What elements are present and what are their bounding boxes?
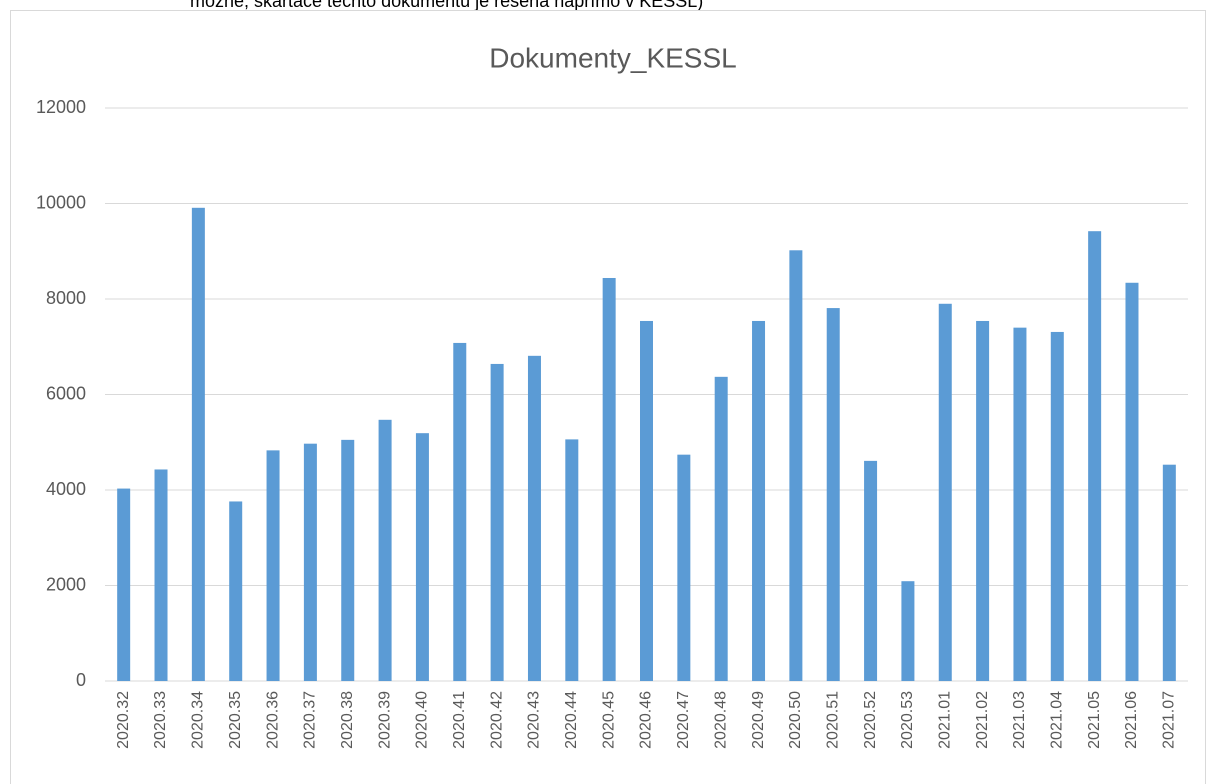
bar bbox=[303, 443, 317, 681]
bar bbox=[117, 488, 131, 681]
bar bbox=[490, 363, 504, 681]
x-tick-label: 2020.46 bbox=[638, 691, 655, 749]
y-tick-label: 6000 bbox=[46, 383, 86, 403]
x-tick-label: 2021.06 bbox=[1123, 691, 1140, 749]
bar bbox=[976, 320, 990, 681]
x-tick-label: 2020.35 bbox=[227, 691, 244, 749]
x-tick-label: 2021.07 bbox=[1161, 691, 1178, 749]
x-tick-label: 2020.51 bbox=[824, 691, 841, 749]
x-tick-label: 2020.48 bbox=[712, 691, 729, 749]
bar bbox=[1125, 282, 1139, 681]
bar bbox=[378, 419, 392, 681]
x-tick-label: 2020.49 bbox=[750, 691, 767, 749]
bar bbox=[677, 454, 691, 681]
x-tick-label: 2021.04 bbox=[1049, 691, 1066, 749]
bar bbox=[527, 355, 541, 681]
x-tick-label: 2020.50 bbox=[787, 691, 804, 749]
bar bbox=[789, 250, 803, 682]
bar bbox=[1088, 231, 1102, 681]
x-tick-label: 2020.33 bbox=[152, 691, 169, 749]
x-tick-label: 2021.05 bbox=[1086, 691, 1103, 749]
x-tick-label: 2020.32 bbox=[115, 691, 132, 749]
x-tick-label: 2020.39 bbox=[376, 691, 393, 749]
bar bbox=[864, 460, 878, 681]
x-tick-label: 2020.41 bbox=[451, 691, 468, 749]
y-tick-label: 8000 bbox=[46, 288, 86, 308]
x-tick-label: 2020.40 bbox=[414, 691, 431, 749]
bar bbox=[341, 439, 355, 681]
x-tick-label: 2020.53 bbox=[899, 691, 916, 749]
x-tick-label: 2020.44 bbox=[563, 691, 580, 749]
x-tick-label: 2021.02 bbox=[974, 691, 991, 749]
caption: možné, skartace těchto dokumentu je řeše… bbox=[190, 0, 703, 11]
x-tick-label: 2020.42 bbox=[488, 691, 505, 749]
y-tick-label: 2000 bbox=[46, 574, 86, 594]
x-tick-label: 2020.36 bbox=[264, 691, 281, 749]
x-tick-label: 2021.01 bbox=[936, 691, 953, 749]
y-tick-label: 12000 bbox=[36, 97, 86, 117]
y-tick-label: 4000 bbox=[46, 479, 86, 499]
x-tick-label: 2021.03 bbox=[1011, 691, 1028, 749]
bar bbox=[640, 320, 653, 681]
bar bbox=[938, 303, 952, 681]
y-tick-label: 10000 bbox=[36, 192, 86, 212]
bar bbox=[191, 207, 205, 682]
bar bbox=[1050, 331, 1064, 681]
bar bbox=[714, 376, 728, 681]
chart-title: Dokumenty_KESSL bbox=[489, 42, 736, 73]
y-tick-label: 0 bbox=[76, 670, 86, 690]
bar bbox=[565, 439, 579, 681]
x-tick-label: 2020.47 bbox=[675, 691, 692, 749]
x-tick-label: 2020.45 bbox=[600, 691, 617, 749]
bar bbox=[752, 320, 766, 681]
bar bbox=[266, 450, 280, 681]
x-tick-label: 2020.38 bbox=[339, 691, 356, 749]
bar bbox=[154, 469, 168, 681]
x-tick-label: 2020.43 bbox=[526, 691, 543, 749]
x-tick-label: 2020.34 bbox=[190, 691, 207, 749]
bar bbox=[1162, 464, 1176, 681]
bar bbox=[602, 277, 616, 681]
x-tick-label: 2020.37 bbox=[302, 691, 319, 749]
x-tick-label: 2020.52 bbox=[862, 691, 879, 749]
bar bbox=[415, 433, 429, 681]
bar bbox=[901, 581, 915, 681]
bar bbox=[1013, 327, 1027, 681]
bar bbox=[453, 342, 467, 681]
bar bbox=[229, 501, 243, 681]
bar bbox=[826, 308, 840, 681]
